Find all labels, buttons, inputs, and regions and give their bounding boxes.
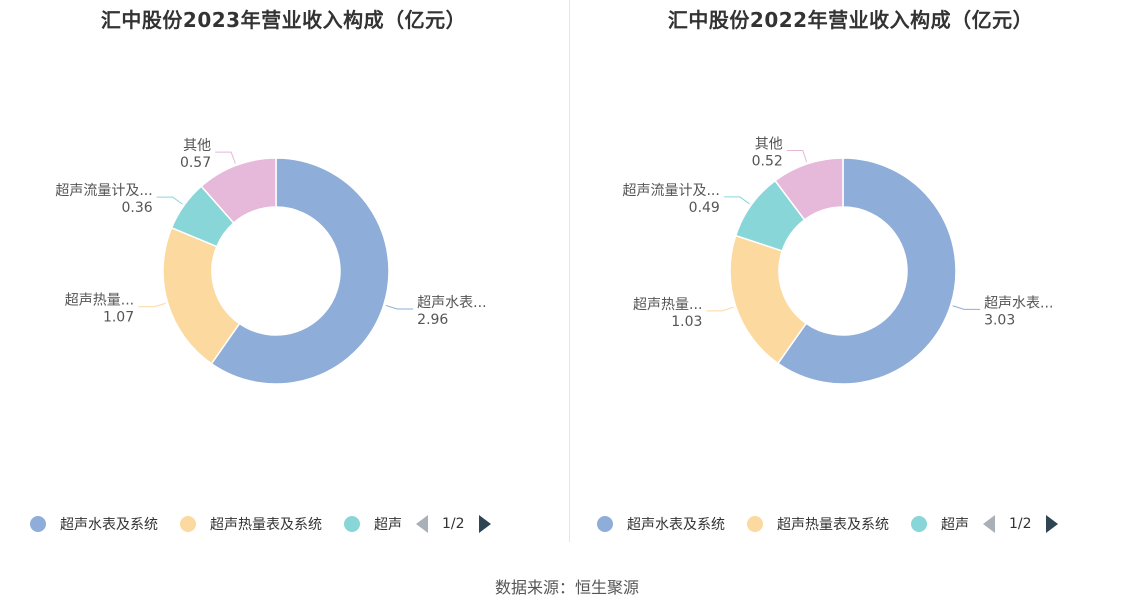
label-leader-line — [215, 151, 236, 164]
slice-value-label: 0.57 — [180, 155, 211, 171]
data-source: 数据来源：恒生聚源 — [494, 578, 639, 597]
donut-chart-2023: 超声水表...2.96 超声热量...1.07 超声流量计及...0.36 其他0.5… — [55, 138, 487, 385]
legend-label: 超声热量表及系统 — [210, 517, 322, 533]
panel-divider — [569, 0, 570, 542]
legend-label: 超声 — [374, 517, 402, 533]
legend-item-flow-meter[interactable]: 超声 — [344, 514, 402, 534]
label-leader-line — [723, 196, 750, 205]
legend-marker — [180, 516, 196, 532]
legend-item-flow-meter[interactable]: 超声 — [911, 514, 969, 534]
legend-label: 超声水表及系统 — [627, 517, 725, 533]
legend-pager: 1/2 — [416, 515, 491, 533]
slice-label: 超声水表... — [984, 295, 1053, 311]
triangle-right-icon[interactable] — [478, 515, 491, 533]
legend-marker — [30, 516, 46, 532]
triangle-right-icon[interactable] — [1045, 515, 1058, 533]
slice-label: 其他 — [183, 138, 211, 154]
pie-slice-water-meter[interactable] — [210, 157, 390, 385]
slice-label: 其他 — [755, 137, 783, 153]
legend-label: 超声 — [941, 517, 969, 533]
label-leader-line — [952, 305, 981, 310]
legend-pager: 1/2 — [983, 515, 1058, 533]
chart-panel-2023: 汇中股份2023年营业收入构成（亿元） 超声水表... 2.96 超声热量... 1.… — [0, 0, 567, 548]
slice-value-label: 1.07 — [103, 310, 134, 326]
chart-title: 汇中股份2022年营业收入构成（亿元） — [667, 8, 1034, 32]
legend-marker — [911, 516, 927, 532]
legend-marker — [597, 516, 613, 532]
label-leader-line — [138, 302, 166, 308]
slice-value-label: 2.96 — [417, 312, 448, 328]
pie-slice-water-meter[interactable] — [776, 157, 957, 385]
slice-label: 超声流量计及... — [622, 183, 719, 199]
legend: 超声水表及系统 超声热量表及系统 超声 1/2 — [30, 512, 491, 536]
legend-page-indicator: 1/2 — [442, 516, 465, 532]
slice-label: 超声热量... — [65, 293, 134, 309]
legend-marker — [747, 516, 763, 532]
legend-label: 超声热量表及系统 — [777, 517, 889, 533]
chart-title: 汇中股份2023年营业收入构成（亿元） — [100, 8, 467, 32]
legend: 超声水表及系统 超声热量表及系统 超声 1/2 — [597, 512, 1058, 536]
legend-item-heat-meter[interactable]: 超声热量表及系统 — [180, 514, 322, 534]
donut-chart-2022: 超声水表...3.03 超声热量...1.03 超声流量计及...0.49 其他0.5… — [622, 137, 1053, 385]
legend-item-water-meter[interactable]: 超声水表及系统 — [597, 514, 725, 534]
slice-label: 超声水表... — [417, 295, 486, 311]
slice-label: 超声热量... — [633, 297, 702, 313]
triangle-left-icon[interactable] — [416, 515, 428, 533]
legend-item-water-meter[interactable]: 超声水表及系统 — [30, 514, 158, 534]
pie-slice-other[interactable] — [774, 157, 844, 221]
triangle-left-icon[interactable] — [983, 515, 995, 533]
slice-label: 超声流量计及... — [55, 183, 152, 199]
label-leader-line — [156, 196, 183, 205]
label-leader-line — [786, 150, 808, 163]
slice-value-label: 0.49 — [689, 200, 720, 216]
pie-slice-other[interactable] — [200, 157, 277, 225]
label-leader-line — [706, 306, 734, 312]
legend-page-indicator: 1/2 — [1009, 516, 1032, 532]
legend-label: 超声水表及系统 — [60, 517, 158, 533]
chart-panel-2022: 汇中股份2022年营业收入构成（亿元） 超声水表... 3.03 超声热量... 1.… — [567, 0, 1134, 548]
slice-value-label: 0.52 — [752, 154, 783, 170]
slice-value-label: 1.03 — [671, 314, 702, 330]
slice-value-label: 3.03 — [984, 312, 1015, 328]
legend-item-heat-meter[interactable]: 超声热量表及系统 — [747, 514, 889, 534]
slice-value-label: 0.36 — [122, 200, 153, 216]
label-leader-line — [385, 304, 414, 310]
legend-marker — [344, 516, 360, 532]
